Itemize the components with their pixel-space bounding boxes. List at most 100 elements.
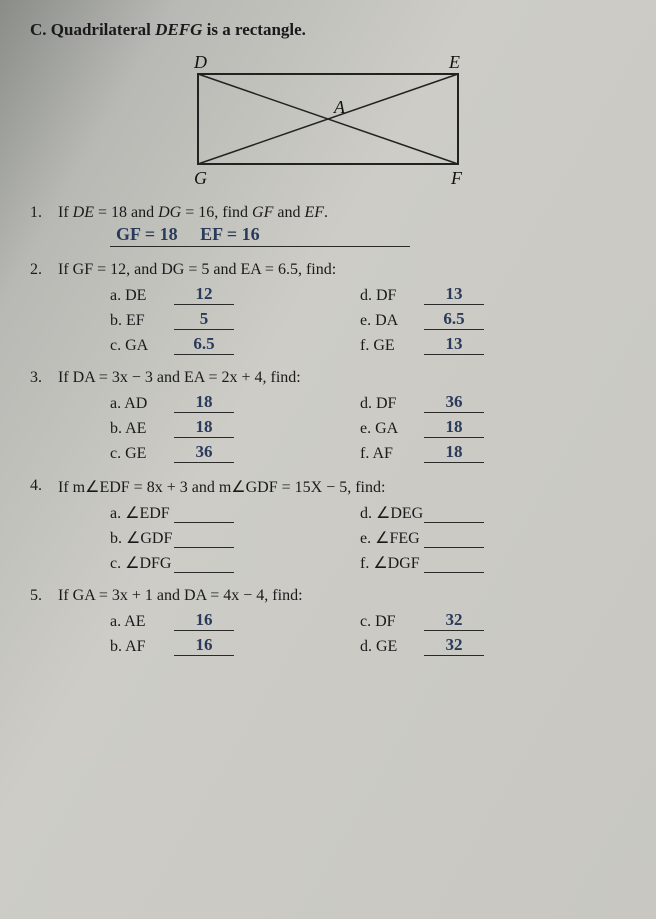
section-tail: is a rectangle. — [207, 20, 306, 39]
q3-answer-blank: 36 — [424, 393, 484, 413]
q3-answer-blank: 36 — [174, 443, 234, 463]
q2-label: e. DA — [360, 312, 424, 330]
q1-ef: EF — [304, 204, 324, 221]
q1-dg: DG — [158, 204, 181, 221]
q4-item: f. ∠DGF — [360, 553, 590, 573]
q3-answer-blank: 18 — [424, 443, 484, 463]
q2-answer-blank: 6.5 — [424, 310, 484, 330]
q2-label: d. DF — [360, 287, 424, 305]
q3-number: 3. — [30, 369, 54, 387]
q5-number: 5. — [30, 587, 54, 605]
q4-item: b. ∠GDF — [110, 528, 360, 548]
q3-item: e. GA18 — [360, 418, 590, 438]
q2-item: e. DA6.5 — [360, 310, 590, 330]
rectangle-diagram-wrap: DEFGA — [30, 50, 626, 190]
question-2: 2. If GF = 12, and DG = 5 and EA = 6.5, … — [30, 261, 626, 355]
q1-and: and — [273, 204, 304, 221]
q1-eq1: = 18 and — [94, 204, 158, 221]
q2-text: If GF = 12, and DG = 5 and EA = 6.5, fin… — [58, 261, 336, 279]
q3-answer-blank: 18 — [174, 418, 234, 438]
q3-label: d. DF — [360, 395, 424, 413]
q3-label: a. AD — [110, 395, 174, 413]
q4-label: e. ∠FEG — [360, 528, 424, 548]
q3-item: c. GE36 — [110, 443, 360, 463]
q4-label: c. ∠DFG — [110, 553, 174, 573]
q5-label: b. AF — [110, 638, 174, 656]
q2-answer-blank: 12 — [174, 285, 234, 305]
q4-number: 4. — [30, 477, 54, 495]
q2-item: f. GE13 — [360, 335, 590, 355]
q3-subitems: a. AD18d. DF36b. AE18e. GA18c. GE36f. AF… — [110, 393, 626, 463]
q5-answer-blank: 16 — [174, 611, 234, 631]
q3-item: b. AE18 — [110, 418, 360, 438]
q1-if: If — [58, 204, 73, 221]
q4-answer-blank — [174, 553, 234, 573]
q1-eq2: = 16, find — [181, 204, 252, 221]
q5-item: b. AF16 — [110, 636, 360, 656]
q3-label: e. GA — [360, 420, 424, 438]
q4-answer-blank — [174, 528, 234, 548]
q5-answer-blank: 32 — [424, 636, 484, 656]
q4-label: b. ∠GDF — [110, 528, 174, 548]
q3-item: a. AD18 — [110, 393, 360, 413]
q5-answer-blank: 32 — [424, 611, 484, 631]
question-4: 4. If m∠EDF = 8x + 3 and m∠GDF = 15X − 5… — [30, 477, 626, 573]
question-3: 3. If DA = 3x − 3 and EA = 2x + 4, find:… — [30, 369, 626, 463]
q2-label: f. GE — [360, 337, 424, 355]
q4-item: e. ∠FEG — [360, 528, 590, 548]
q4-label: f. ∠DGF — [360, 553, 424, 573]
q2-item: b. EF5 — [110, 310, 360, 330]
question-5: 5. If GA = 3x + 1 and DA = 4x − 4, find:… — [30, 587, 626, 656]
q3-answer-blank: 18 — [424, 418, 484, 438]
q2-label: b. EF — [110, 312, 174, 330]
q5-answer-blank: 16 — [174, 636, 234, 656]
q4-item: a. ∠EDF — [110, 503, 360, 523]
svg-text:G: G — [194, 168, 207, 188]
svg-text:D: D — [193, 52, 207, 72]
q3-item: f. AF18 — [360, 443, 590, 463]
section-lead: Quadrilateral — [51, 20, 151, 39]
q2-number: 2. — [30, 261, 54, 279]
svg-text:E: E — [448, 52, 460, 72]
q2-item: c. GA6.5 — [110, 335, 360, 355]
quad-name: DEFG — [155, 20, 202, 39]
question-1: 1. If DE = 18 and DG = 16, find GF and E… — [30, 204, 626, 247]
q5-item: c. DF32 — [360, 611, 590, 631]
q3-item: d. DF36 — [360, 393, 590, 413]
q2-answer-blank: 13 — [424, 285, 484, 305]
section-header: C. Quadrilateral DEFG is a rectangle. — [30, 20, 626, 40]
q2-item: d. DF13 — [360, 285, 590, 305]
q2-answer-blank: 6.5 — [174, 335, 234, 355]
q3-text: If DA = 3x − 3 and EA = 2x + 4, find: — [58, 369, 301, 387]
q4-answer-blank — [174, 503, 234, 523]
svg-text:F: F — [450, 168, 463, 188]
q2-answer-blank: 5 — [174, 310, 234, 330]
q5-label: a. AE — [110, 613, 174, 631]
q4-label: a. ∠EDF — [110, 503, 174, 523]
q4-answer-blank — [424, 553, 484, 573]
rectangle-diagram: DEFGA — [168, 50, 488, 190]
q5-label: d. GE — [360, 638, 424, 656]
section-letter: C. — [30, 20, 47, 39]
q4-item: c. ∠DFG — [110, 553, 360, 573]
q5-label: c. DF — [360, 613, 424, 631]
q5-item: d. GE32 — [360, 636, 590, 656]
q2-label: a. DE — [110, 287, 174, 305]
q1-answer: GF = 18 EF = 16 — [110, 224, 410, 247]
q1-dot: . — [324, 204, 328, 221]
q3-answer-blank: 18 — [174, 393, 234, 413]
q2-subitems: a. DE12d. DF13b. EF5e. DA6.5c. GA6.5f. G… — [110, 285, 626, 355]
q2-item: a. DE12 — [110, 285, 360, 305]
q1-de: DE — [73, 204, 94, 221]
q3-label: c. GE — [110, 445, 174, 463]
q4-item: d. ∠DEG — [360, 503, 590, 523]
q4-text: If m∠EDF = 8x + 3 and m∠GDF = 15X − 5, f… — [58, 477, 385, 497]
q4-subitems: a. ∠EDF d. ∠DEG b. ∠GDF e. ∠FEG c. ∠DFG f. ∠D… — [110, 503, 626, 573]
q3-label: f. AF — [360, 445, 424, 463]
q4-label: d. ∠DEG — [360, 503, 424, 523]
q2-answer-blank: 13 — [424, 335, 484, 355]
q2-label: c. GA — [110, 337, 174, 355]
q5-subitems: a. AE16c. DF32b. AF16d. GE32 — [110, 611, 626, 656]
q3-label: b. AE — [110, 420, 174, 438]
q1-number: 1. — [30, 204, 54, 222]
